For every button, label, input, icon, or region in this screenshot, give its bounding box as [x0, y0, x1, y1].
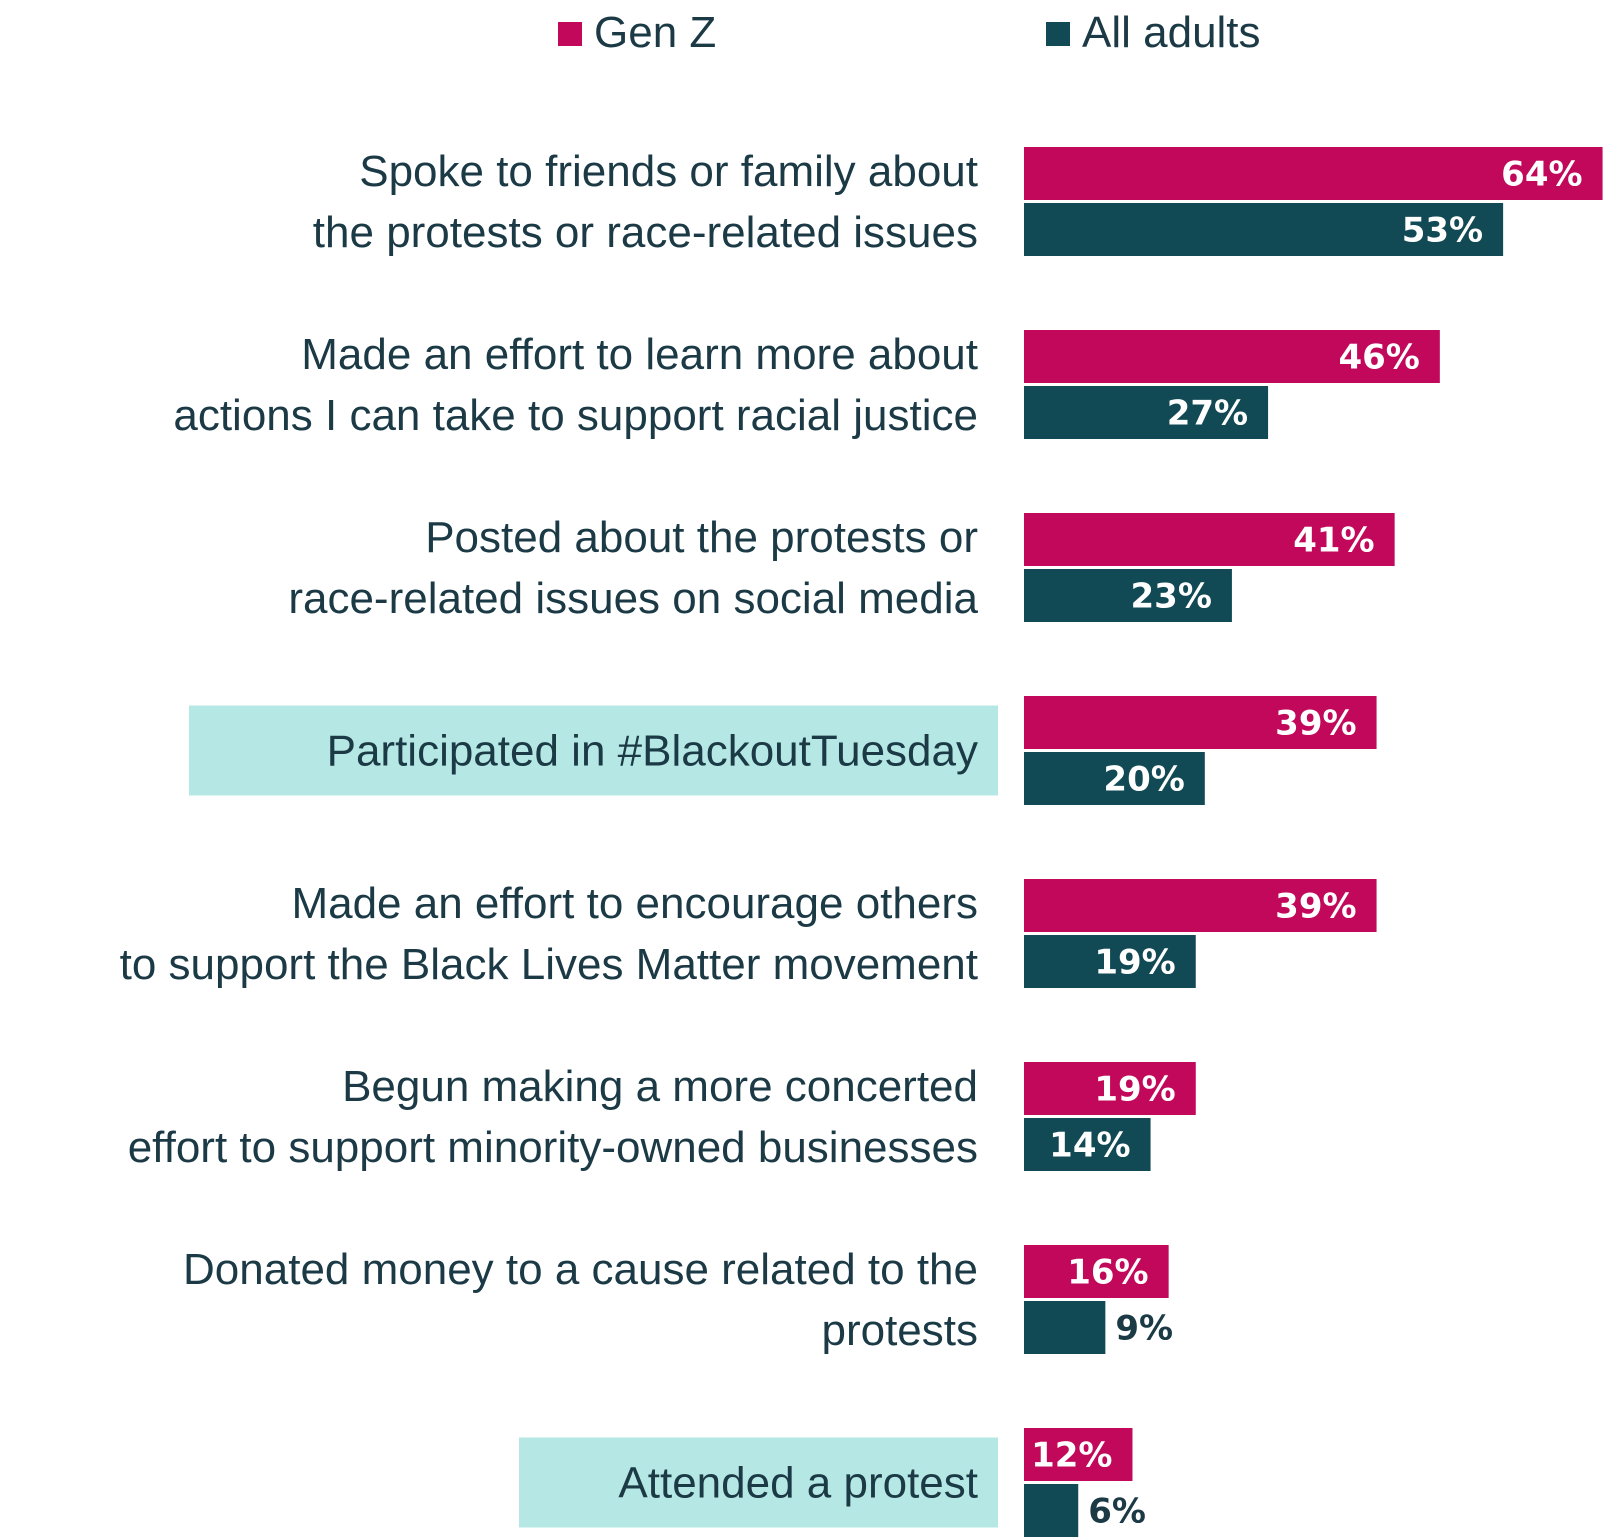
category-label-2-line-0: Posted about the protests or [425, 513, 978, 562]
value-label-7-1: 6% [1088, 1492, 1146, 1532]
value-label-6-1: 9% [1115, 1309, 1173, 1349]
bar-7-1 [1024, 1484, 1079, 1537]
value-label-5-1: 14% [1049, 1126, 1130, 1166]
category-label-2-line-1: race-related issues on social media [288, 574, 978, 623]
bar-0-1 [1024, 203, 1504, 256]
bar-3-1 [1024, 752, 1205, 805]
category-label-1-line-1: actions I can take to support racial jus… [173, 391, 978, 440]
bar-2-0 [1024, 513, 1395, 566]
highlight-box-3 [189, 705, 998, 796]
category-label-6-line-1: protests [821, 1306, 978, 1355]
bar-2-1 [1024, 569, 1232, 622]
category-label-4-line-0: Made an effort to encourage others [291, 879, 978, 928]
legend-swatch-0 [558, 22, 582, 46]
value-label-4-0: 39% [1275, 887, 1356, 927]
bar-6-1 [1024, 1301, 1106, 1354]
bar-4-0 [1024, 879, 1377, 932]
category-label-0-line-0: Spoke to friends or family about [359, 147, 978, 196]
value-label-2-1: 23% [1131, 577, 1212, 617]
bar-5-0 [1024, 1062, 1196, 1115]
category-labels: Spoke to friends or family about the prot… [120, 147, 979, 1508]
bar-6-0 [1024, 1245, 1169, 1298]
bar-4-1 [1024, 935, 1196, 988]
value-label-7-0: 12% [1031, 1436, 1112, 1476]
category-label-0-line-1: the protests or race-related issues [313, 208, 978, 257]
bar-1-1 [1024, 386, 1269, 439]
value-labels: 64% 53% 46% 27% 41% 23% 39% 20% 39% 19% 19% 14% 16% 9… [1031, 155, 1582, 1532]
bar-1-0 [1024, 330, 1440, 383]
legend-label-0: Gen Z [594, 8, 716, 57]
category-label-4-line-1: to support the Black Lives Matter moveme… [120, 940, 978, 989]
bar-7-0 [1024, 1428, 1133, 1481]
bar-5-1 [1024, 1118, 1151, 1171]
value-label-6-0: 16% [1067, 1253, 1148, 1293]
value-label-4-1: 19% [1094, 943, 1175, 983]
value-label-2-0: 41% [1293, 521, 1374, 561]
value-label-5-0: 19% [1094, 1070, 1175, 1110]
value-label-0-1: 53% [1402, 211, 1483, 251]
legend-swatch-1 [1046, 22, 1070, 46]
category-label-1-line-0: Made an effort to learn more about [301, 330, 978, 379]
category-label-3-line-0: Participated in #BlackoutTuesday [327, 727, 978, 776]
category-label-5-line-0: Begun making a more concerted [342, 1062, 978, 1111]
value-label-3-0: 39% [1275, 704, 1356, 744]
category-label-7-line-0: Attended a protest [618, 1459, 978, 1508]
value-label-1-1: 27% [1167, 394, 1248, 434]
category-label-5-line-1: effort to support minority-owned busines… [128, 1123, 978, 1172]
value-label-1-0: 46% [1338, 338, 1419, 378]
bar-3-0 [1024, 696, 1377, 749]
bars [1024, 147, 1603, 1537]
bar-0-0 [1024, 147, 1603, 200]
legend-label-1: All adults [1082, 8, 1261, 57]
value-label-3-1: 20% [1103, 760, 1184, 800]
legend: Gen Z All adults [558, 8, 1261, 57]
category-label-6-line-0: Donated money to a cause related to the [183, 1245, 978, 1294]
highlight-boxes [189, 705, 998, 1528]
value-label-0-0: 64% [1501, 155, 1582, 195]
highlight-box-7 [519, 1437, 998, 1528]
